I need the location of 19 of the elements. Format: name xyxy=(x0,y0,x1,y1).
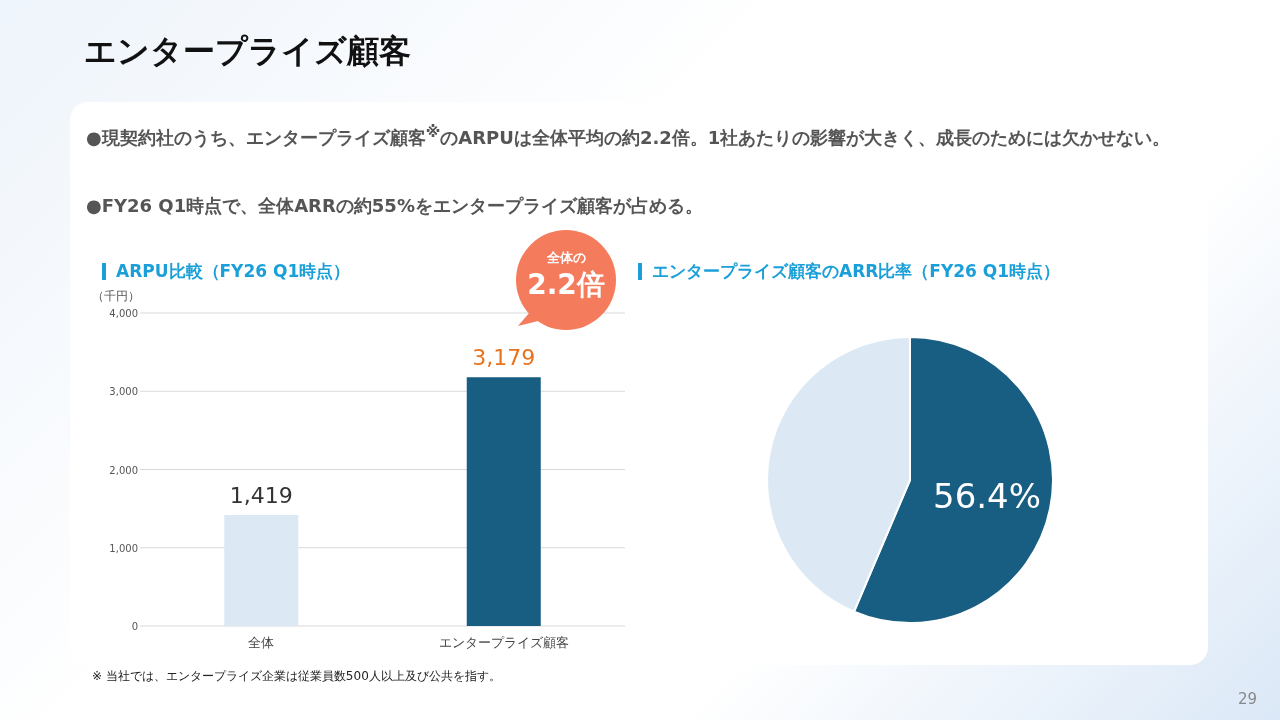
x-tick-label: 全体 xyxy=(248,635,275,650)
y-tick-label: 4,000 xyxy=(109,308,138,319)
chart-title: エンタープライズ顧客のARR比率（FY26 Q1時点） xyxy=(638,261,1061,281)
data-label: 3,179 xyxy=(472,345,536,371)
y-axis-title: （千円） xyxy=(92,289,140,303)
text: 2.2倍 xyxy=(527,268,605,301)
text: 全体の xyxy=(545,250,586,265)
y-tick-label: 1,000 xyxy=(109,542,138,554)
chart-title: ARPU比較（FY26 Q1時点） xyxy=(102,261,351,281)
y-tick-label: 3,000 xyxy=(109,386,138,398)
text: 29 xyxy=(1238,690,1258,708)
y-tick-label: 0 xyxy=(131,621,138,632)
text: エンタープライズ顧客 xyxy=(84,31,411,72)
text: ※ 当社では、エンタープライズ企業は従業員数500人以上及び公共を指す。 xyxy=(92,668,501,685)
data-label: 1,419 xyxy=(229,482,293,508)
text: ●現契約社のうち、エンタープライズ顧客$^{※}$のARPUは全体平均の約2.2倍。1社あたりの影響が大きく、成長のためには欠かせない。 xyxy=(86,122,1172,150)
text: ●FY26 Q1時点で、全体ARRの約55%をエンタープライズ顧客が占める。 xyxy=(86,194,704,218)
y-tick-label: 2,000 xyxy=(109,464,138,476)
data-label: 56.4% xyxy=(933,475,1042,516)
